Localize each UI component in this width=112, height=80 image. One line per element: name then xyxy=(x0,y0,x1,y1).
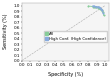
All xyxy=(100,9,102,10)
All xyxy=(100,8,101,9)
All xyxy=(102,11,103,12)
All xyxy=(102,12,104,13)
High Conf. (High Confidence) xyxy=(100,8,102,9)
High Conf. (High Confidence) xyxy=(99,7,100,8)
All xyxy=(88,6,89,7)
All xyxy=(98,7,99,8)
All xyxy=(97,7,98,8)
X-axis label: Specificity (%): Specificity (%) xyxy=(48,72,83,77)
High Conf. (High Confidence) xyxy=(94,6,95,7)
All xyxy=(101,10,102,11)
All xyxy=(92,6,93,7)
All xyxy=(93,6,94,7)
All xyxy=(94,6,96,7)
Y-axis label: Sensitivity (%): Sensitivity (%) xyxy=(3,14,8,49)
All xyxy=(99,8,100,9)
High Conf. (High Confidence) xyxy=(102,12,104,13)
All xyxy=(103,15,104,16)
Line: All: All xyxy=(88,5,105,16)
High Conf. (High Confidence) xyxy=(101,9,103,10)
High Conf. (High Confidence) xyxy=(97,6,98,7)
All xyxy=(95,7,97,8)
High Conf. (High Confidence) xyxy=(95,6,97,7)
Legend: All, High Conf. (High Confidence): All, High Conf. (High Confidence) xyxy=(44,31,107,42)
High Conf. (High Confidence) xyxy=(99,7,101,8)
Line: High Conf. (High Confidence): High Conf. (High Confidence) xyxy=(92,5,104,13)
